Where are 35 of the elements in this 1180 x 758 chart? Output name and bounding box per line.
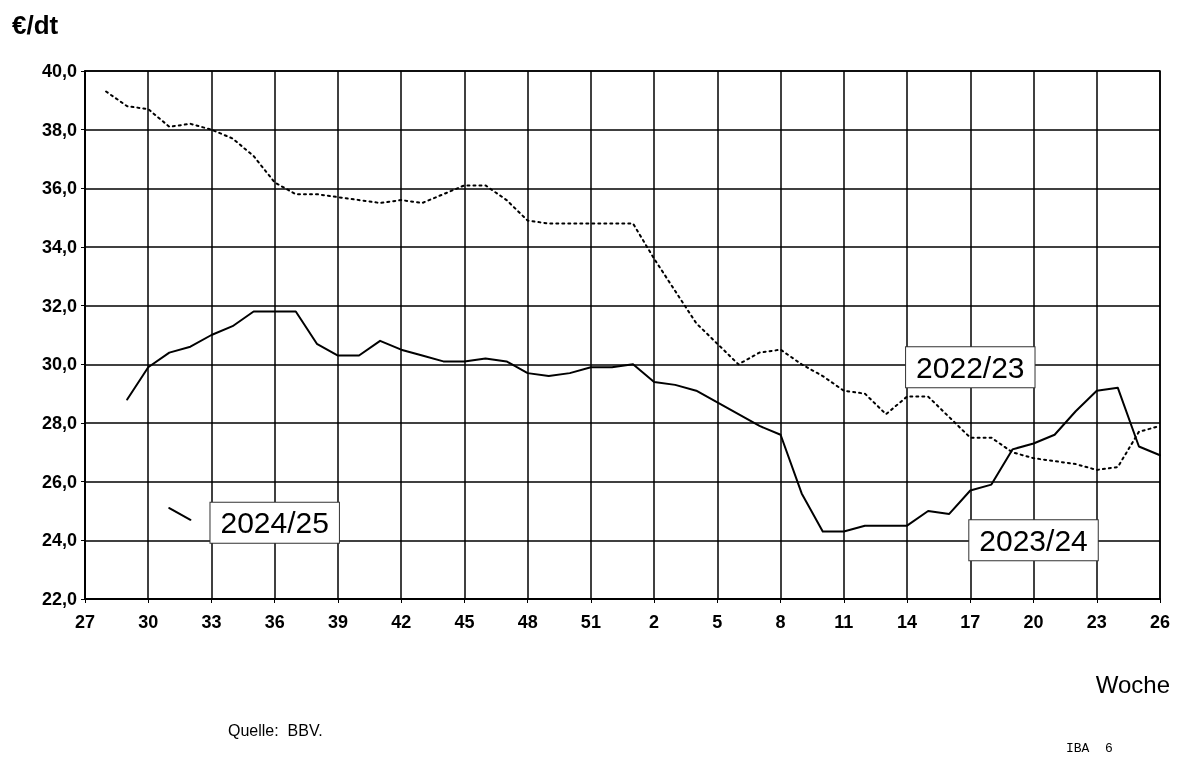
y-tick-label: 32,0 xyxy=(41,295,77,316)
x-tick-label: 45 xyxy=(454,612,475,632)
x-tick-label: 33 xyxy=(201,612,222,632)
x-tick-label: 17 xyxy=(960,612,981,632)
y-tick-label: 38,0 xyxy=(41,119,77,140)
x-tick-label: 8 xyxy=(775,612,786,632)
x-tick-label: 14 xyxy=(897,612,918,632)
x-tick-label: 42 xyxy=(391,612,412,632)
y-tick-label: 28,0 xyxy=(41,413,77,433)
y-tick-label: 40,0 xyxy=(41,61,77,81)
x-tick-label: 39 xyxy=(327,612,348,632)
x-tick-label: 11 xyxy=(834,612,854,632)
x-tick-label: 51 xyxy=(580,612,601,632)
y-tick-label: 24,0 xyxy=(41,530,77,551)
source-note: Quelle: BBV. xyxy=(228,721,323,739)
x-tick-label: 27 xyxy=(74,612,96,632)
y-axis-title: €/dt xyxy=(12,10,59,40)
x-axis-title: Woche xyxy=(1095,670,1170,698)
x-tick-label: 2 xyxy=(649,612,660,632)
series-label: 2024/25 xyxy=(220,506,329,540)
y-tick-label: 34,0 xyxy=(41,237,77,257)
x-tick-label: 30 xyxy=(138,612,159,632)
x-tick-label: 23 xyxy=(1086,612,1107,632)
text: IBA 6 xyxy=(1066,741,1113,756)
y-tick-label: 26,0 xyxy=(41,471,77,492)
y-tick-label: 30,0 xyxy=(41,354,77,375)
x-tick-label: 36 xyxy=(264,612,285,632)
series-label: 2023/24 xyxy=(979,523,1088,557)
y-tick-label: 22,0 xyxy=(41,589,77,609)
x-tick-label: 48 xyxy=(517,612,538,632)
x-tick-label: 20 xyxy=(1023,612,1044,632)
x-tick-label: 5 xyxy=(712,612,723,632)
x-tick-label: 26 xyxy=(1149,612,1171,632)
y-tick-label: 36,0 xyxy=(41,178,77,199)
series-label: 2022/23 xyxy=(916,350,1025,384)
